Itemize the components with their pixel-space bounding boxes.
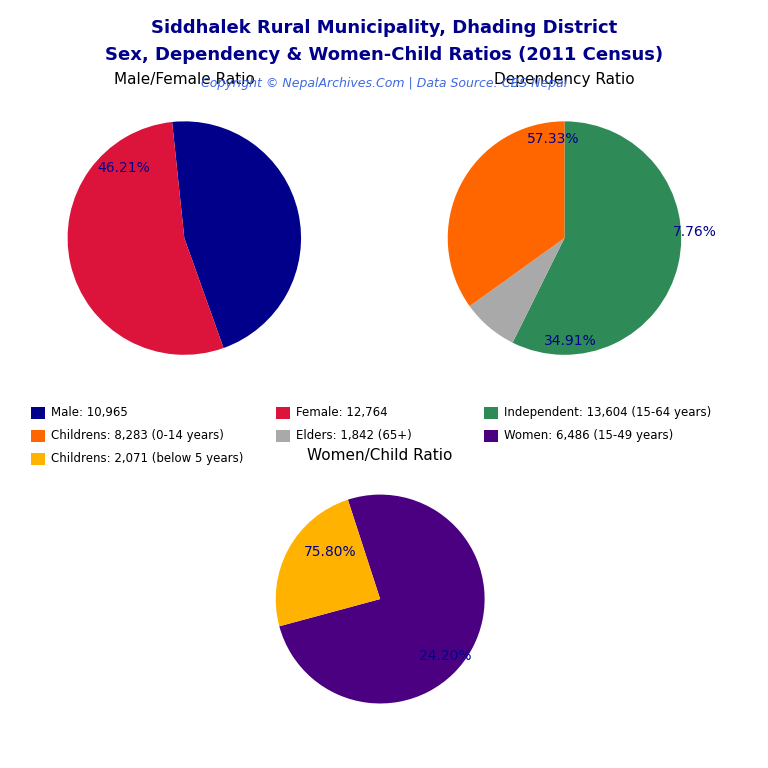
Text: 24.20%: 24.20% [419,650,471,664]
Wedge shape [276,500,380,626]
Title: Women/Child Ratio: Women/Child Ratio [307,449,453,463]
Text: Independent: 13,604 (15-64 years): Independent: 13,604 (15-64 years) [504,406,711,419]
Wedge shape [470,238,564,343]
Text: Childrens: 2,071 (below 5 years): Childrens: 2,071 (below 5 years) [51,452,243,465]
Wedge shape [280,495,485,703]
Text: 46.21%: 46.21% [98,161,150,175]
Title: Dependency Ratio: Dependency Ratio [494,72,635,87]
Text: Sex, Dependency & Women-Child Ratios (2011 Census): Sex, Dependency & Women-Child Ratios (20… [105,46,663,64]
Text: 75.80%: 75.80% [303,545,356,559]
Wedge shape [68,122,223,355]
Text: Childrens: 8,283 (0-14 years): Childrens: 8,283 (0-14 years) [51,429,223,442]
Text: 7.76%: 7.76% [674,225,717,240]
Text: Copyright © NepalArchives.Com | Data Source: CBS Nepal: Copyright © NepalArchives.Com | Data Sou… [201,77,567,90]
Text: 53.79%: 53.79% [217,303,269,317]
Text: Female: 12,764: Female: 12,764 [296,406,388,419]
Text: Elders: 1,842 (65+): Elders: 1,842 (65+) [296,429,412,442]
Wedge shape [512,121,681,355]
Wedge shape [448,121,564,306]
Text: 34.91%: 34.91% [544,334,597,348]
Wedge shape [172,121,301,348]
Text: Siddhalek Rural Municipality, Dhading District: Siddhalek Rural Municipality, Dhading Di… [151,19,617,37]
Text: Male: 10,965: Male: 10,965 [51,406,127,419]
Text: 57.33%: 57.33% [527,132,579,146]
Title: Male/Female Ratio: Male/Female Ratio [114,72,255,87]
Text: Women: 6,486 (15-49 years): Women: 6,486 (15-49 years) [504,429,673,442]
